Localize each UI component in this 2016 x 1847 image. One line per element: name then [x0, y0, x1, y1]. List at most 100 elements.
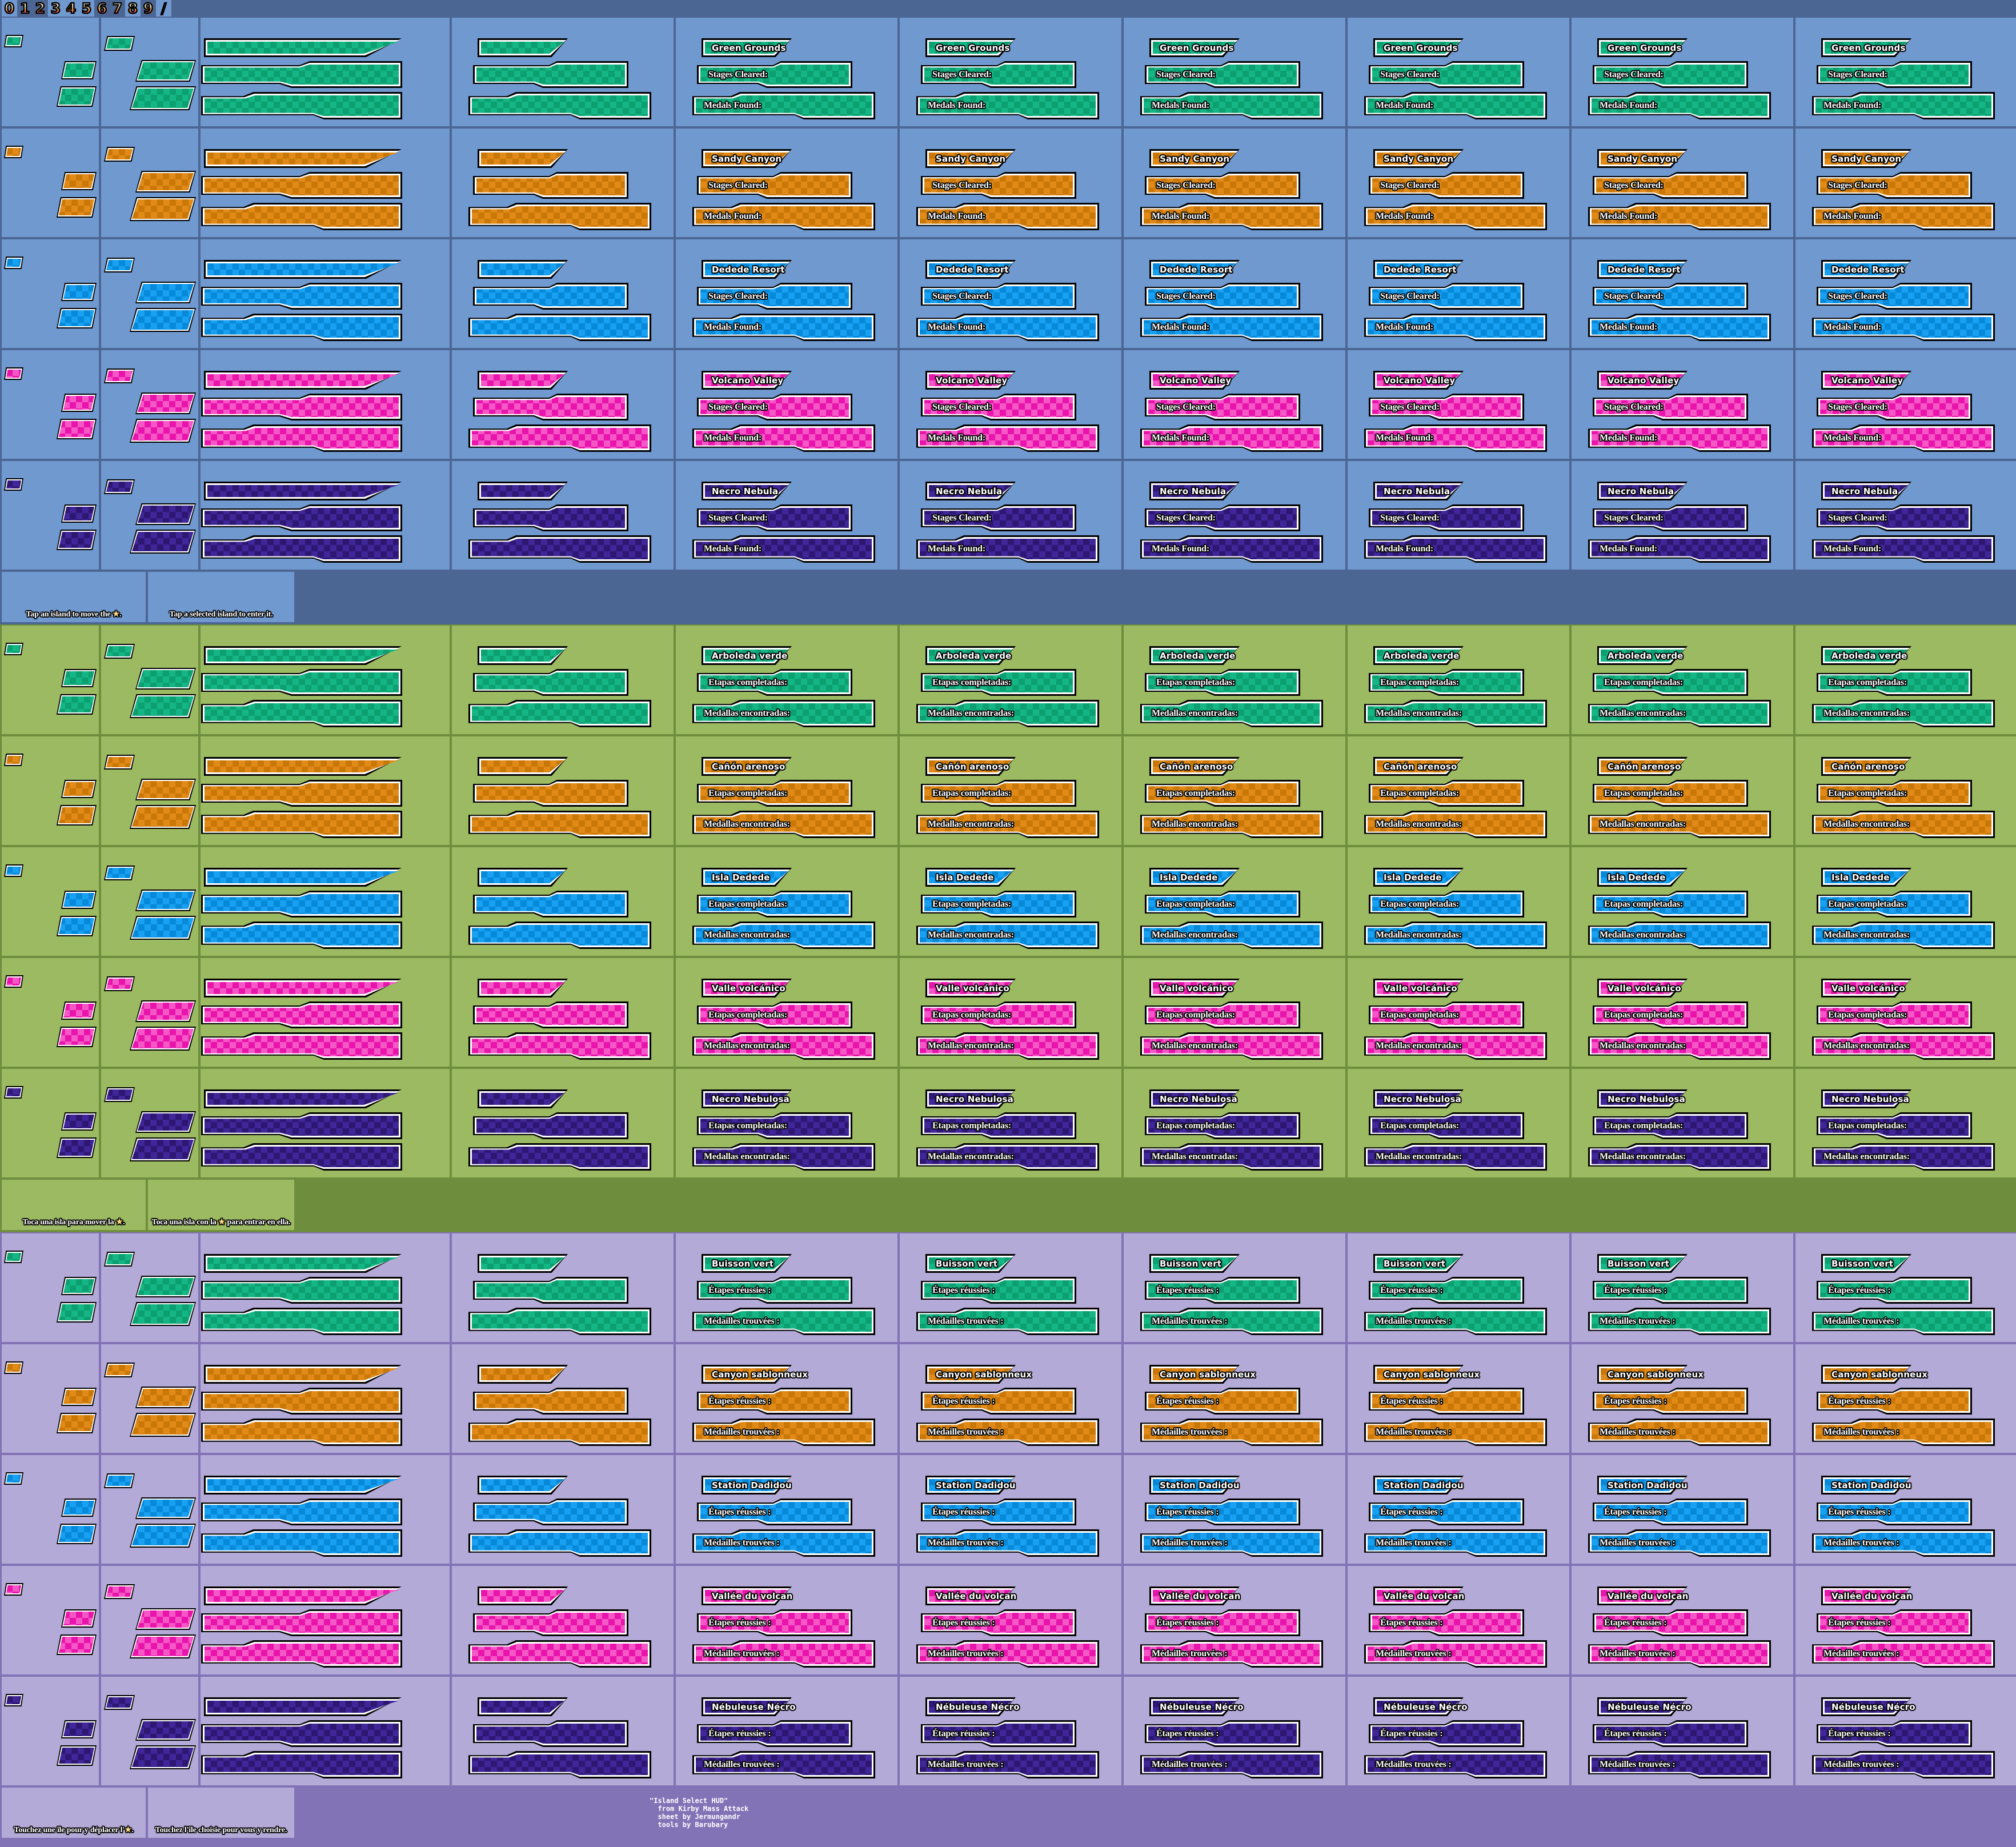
island-name-banner: Green Grounds [1373, 38, 1464, 57]
medals-bar: Medals Found: [1140, 203, 1323, 230]
cell-medium-sprites [101, 958, 198, 1067]
stages-label: Stages Cleared: [1604, 512, 1664, 523]
cell-labeled-banners: Arboleda verde Etapas completadas: Medalla… [1124, 626, 1345, 734]
stages-label: Etapas completadas: [1828, 677, 1907, 687]
cell-labeled-banners: Necro Nebula Stages Cleared: Medals Found: [1348, 461, 1569, 570]
medals-bar-blank [201, 314, 402, 341]
banner-fill [1820, 175, 1969, 195]
cell-labeled-banners: Isla Dedede Etapas completadas: Medallas e… [1348, 847, 1569, 956]
medals-bar-blank [468, 1529, 651, 1557]
island-name-banner: Volcano Valley [1597, 371, 1688, 390]
banner-fill [700, 175, 849, 195]
medals-label: Medallas encontradas: [1600, 819, 1686, 829]
banner-fill [63, 1279, 94, 1293]
medals-label: Medallas encontradas: [1376, 930, 1462, 940]
cell-labeled-banners: Vallée du volcan Étapes réussies : Médaill… [1124, 1566, 1345, 1674]
bar-medium [130, 1137, 196, 1161]
medals-bar: Médailles trouvées : [916, 1751, 1099, 1778]
stages-bar: Étapes réussies : [921, 1277, 1076, 1304]
medals-label: Médailles trouvées : [704, 1538, 780, 1548]
medals-label: Medals Found: [1152, 433, 1209, 443]
cell-unlabeled-banners [452, 847, 674, 956]
stages-label: Étapes réussies : [1380, 1285, 1443, 1295]
island-name-banner: Nébuleuse Nécro [1597, 1697, 1692, 1716]
digit-glyph: 6 [97, 0, 108, 17]
stages-label: Stages Cleared: [1604, 180, 1664, 190]
banner-fill [1825, 153, 1908, 165]
banner-fill [59, 1304, 94, 1320]
bar-small [61, 1609, 97, 1628]
stages-bar: Etapas completadas: [1145, 1001, 1300, 1028]
cell-labeled-banners: Nébuleuse Nécro Étapes réussies : Médaille… [1795, 1677, 2016, 1785]
name-banner-blank [478, 371, 568, 390]
bar-medium [130, 308, 196, 332]
cell-labeled-banners: Arboleda verde Etapas completadas: Medalla… [1572, 626, 1793, 734]
stages-bar: Étapes réussies : [1145, 1609, 1300, 1636]
island-name-banner: Nébuleuse Nécro [925, 1697, 1020, 1716]
island-name-banner: Dedede Resort [1597, 260, 1688, 279]
cell-labeled-banners: Necro Nebula Stages Cleared: Medals Found: [1795, 461, 2016, 570]
medals-bar: Medallas encontradas: [692, 811, 875, 838]
island-icon-medium [104, 644, 135, 659]
bar-small [61, 394, 97, 412]
cell-labeled-banners: Green Grounds Stages Cleared: Medals Found… [1124, 18, 1345, 126]
name-banner-blank [204, 646, 402, 665]
stages-label: Stages Cleared: [932, 512, 992, 523]
banner-fill [106, 757, 133, 767]
banner-fill [138, 395, 194, 412]
island-icon-small [4, 367, 23, 380]
cell-labeled-banners: Dedede Resort Stages Cleared: Medals Found… [1795, 239, 2016, 348]
banner-fill [1368, 206, 1544, 227]
medals-bar: Medallas encontradas: [916, 811, 1099, 838]
medals-bar: Medallas encontradas: [1364, 1032, 1547, 1060]
banner-fill [1377, 263, 1460, 275]
stages-bar: Stages Cleared: [1369, 283, 1524, 310]
bar-small [61, 780, 97, 798]
bar-medium [135, 1719, 196, 1741]
cell-labeled-banners: Cañón arenoso Etapas completadas: Medallas… [1124, 736, 1345, 845]
bar-medium [135, 503, 196, 525]
name-banner-blank [204, 1586, 402, 1605]
hint-text-post: . [123, 1218, 125, 1227]
cell-labeled-banners: Nébuleuse Nécro Étapes réussies : Médaille… [1572, 1677, 1793, 1785]
medals-bar: Médailles trouvées : [692, 1308, 875, 1335]
stages-label: Etapas completadas: [1380, 1120, 1459, 1131]
banner-fill [106, 371, 133, 381]
cell-labeled-banners: Cañón arenoso Etapas completadas: Medallas… [1572, 736, 1793, 845]
medals-label: Medallas encontradas: [1152, 1041, 1238, 1051]
medals-label: Medallas encontradas: [928, 1152, 1014, 1161]
medals-label: Médailles trouvées : [704, 1760, 780, 1769]
cell-medium-sprites [101, 1344, 198, 1453]
medals-label: Medallas encontradas: [1152, 819, 1238, 829]
stages-bar-blank [201, 669, 402, 696]
banner-fill [59, 1140, 94, 1156]
credit-line: "Island Select HUD" [650, 1797, 728, 1805]
island-name-label: Necro Nebulosa [1831, 1093, 1909, 1104]
medals-bar: Médailles trouvées : [1364, 1308, 1547, 1335]
medals-bar-blank [201, 424, 402, 452]
banner-fill [132, 1140, 194, 1159]
cell-labeled-banners: Arboleda verde Etapas completadas: Medalla… [1795, 626, 2016, 734]
stages-bar: Stages Cleared: [1145, 283, 1300, 310]
banner-fill [205, 206, 399, 227]
cell-small-sprites [2, 958, 99, 1067]
cell-labeled-banners: Arboleda verde Etapas completadas: Medalla… [676, 626, 897, 734]
stages-bar-blank [201, 891, 402, 918]
banner-fill [132, 696, 194, 716]
banner-fill [920, 317, 1096, 338]
hint-row: Toca una isla para mover la ★. Toca una i… [0, 1180, 2016, 1231]
island-name-label: Canyon sablonneux [1384, 1369, 1480, 1380]
stages-label: Stages Cleared: [1828, 69, 1887, 79]
stages-bar: Stages Cleared: [697, 172, 852, 199]
bar-medium [135, 282, 196, 303]
bar-small [57, 1524, 97, 1544]
name-banner-blank [204, 1476, 402, 1495]
medals-bar: Medallas encontradas: [1588, 811, 1771, 838]
stages-bar: Étapes réussies : [1817, 1720, 1972, 1747]
island-name-banner: Necro Nebula [1821, 482, 1911, 500]
banner-fill [132, 1029, 194, 1048]
bar-medium [130, 805, 196, 829]
banner-fill [138, 1113, 194, 1131]
cell-labeled-banners: Sandy Canyon Stages Cleared: Medals Found: [1348, 129, 1569, 237]
stages-bar-blank [201, 504, 402, 531]
